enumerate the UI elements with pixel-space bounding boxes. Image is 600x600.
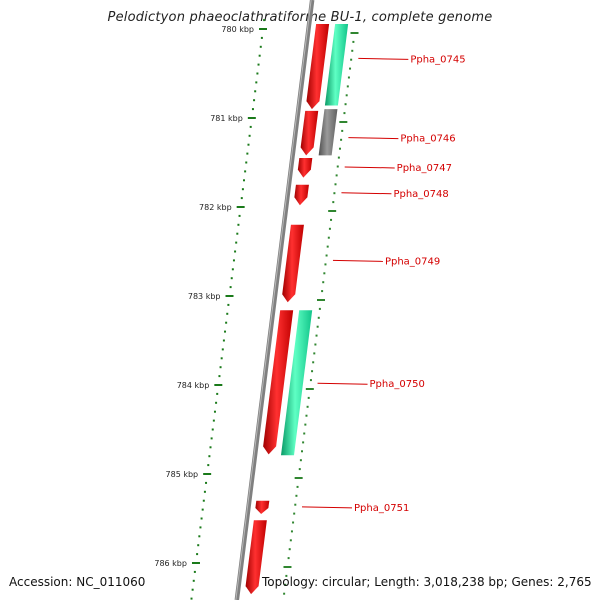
tick-label: 781 kbp [210,114,243,123]
gene-cds-feature-7[interactable] [263,310,294,455]
label-leader-line [332,259,383,262]
genome-backbone [234,0,315,600]
scale-ticks: 780 kbp 781 kbp 782 kbp 783 kbp 784 kbp 785 k… [154,19,359,600]
label-leader-line [348,137,399,140]
label-leader-line [344,166,395,169]
gene-label[interactable]: Ppha_0750 [370,379,425,390]
gene-cds-feature-6[interactable] [282,224,304,303]
gene-rna-feature-8[interactable] [280,310,313,456]
gene-cds-feature-5[interactable] [294,184,309,206]
gene-label[interactable]: Ppha_0746 [400,134,455,145]
genome-summary-text: Topology: circular; Length: 3,018,238 bp… [262,575,592,589]
label-leader-line [302,506,353,509]
tick-label: 780 kbp [221,25,254,34]
tick-label: 783 kbp [188,292,221,301]
label-leader-line [317,382,368,385]
gene-label[interactable]: Ppha_0745 [410,54,465,65]
tick-label: 782 kbp [199,203,232,212]
gene-cds-feature-4[interactable] [297,158,313,178]
backbone-highlight [235,0,312,600]
backbone-line [234,0,315,600]
label-leader-line [341,192,392,195]
gene-rna-feature-1[interactable] [324,24,349,106]
gene-cds-feature-2[interactable] [300,110,319,156]
label-leader-line [358,57,409,60]
map-title: Pelodictyon phaeoclathratiforme BU-1, co… [107,10,493,25]
gene-cds-feature-9[interactable] [255,500,270,515]
gene-label[interactable]: Ppha_0751 [354,503,409,514]
gene-other-feature-3[interactable] [318,109,338,156]
gene-label[interactable]: Ppha_0748 [393,189,448,200]
gene-cds-feature-10[interactable] [245,520,267,595]
gene-features [245,24,349,595]
gene-labels: Ppha_0745 Ppha_0746 Ppha_0747 Ppha_0748 Ppha… [302,54,466,514]
gene-label[interactable]: Ppha_0749 [385,256,440,267]
accession-text: Accession: NC_011060 [9,575,146,589]
gene-cds-feature-0[interactable] [306,24,330,110]
tick-label: 784 kbp [177,381,210,390]
tick-label: 785 kbp [166,470,199,479]
tick-label: 786 kbp [154,559,187,568]
gene-label[interactable]: Ppha_0747 [397,163,452,174]
